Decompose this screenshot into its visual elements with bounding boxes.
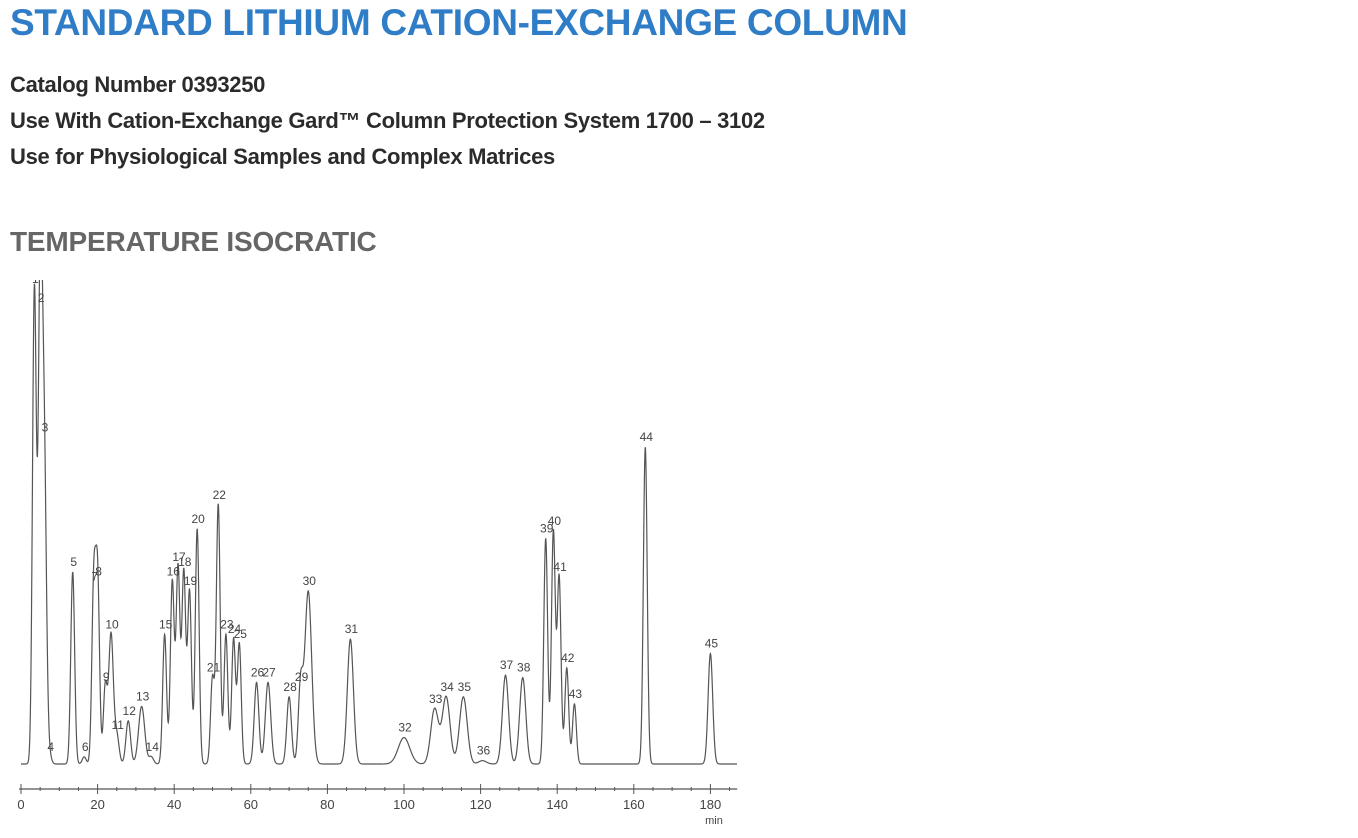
peak-label: 11	[112, 718, 125, 732]
peak-label: 10	[105, 617, 119, 631]
peak-label: 32	[398, 721, 412, 735]
peak-labels: 1234567891011121314151617181920212223242…	[32, 280, 718, 758]
peak-label: 14	[146, 740, 160, 754]
x-tick-label: 140	[546, 797, 568, 812]
x-tick-label: 80	[320, 797, 334, 812]
peak-label: 2	[38, 291, 45, 305]
peak-label: 27	[262, 665, 276, 679]
x-tick-label: 120	[470, 797, 492, 812]
x-tick-label: 40	[167, 797, 181, 812]
peak-label: 30	[303, 574, 317, 588]
peak-label: 33	[429, 692, 443, 706]
peak-label: 24	[228, 622, 242, 636]
peak-label: 5	[70, 555, 77, 569]
page-title: STANDARD LITHIUM CATION-EXCHANGE COLUMN	[10, 2, 908, 43]
x-axis-label: min	[705, 815, 723, 827]
peak-label: 38	[517, 661, 531, 675]
peak-label: 42	[561, 651, 575, 665]
peak-label: 4	[47, 740, 54, 754]
peak-label: 19	[184, 574, 198, 588]
peak-label: 20	[192, 512, 206, 526]
peak-label: 16	[167, 565, 181, 579]
peak-label: 45	[705, 637, 719, 651]
x-tick-label: 160	[623, 797, 645, 812]
peak-label: 6	[82, 740, 89, 754]
peak-label: 40	[548, 514, 562, 528]
peak-label: 25	[234, 627, 248, 641]
peak-label: 22	[213, 488, 227, 502]
peak-label: 36	[477, 744, 491, 758]
use-with-text: Use With Cation-Exchange Gard™ Column Pr…	[10, 108, 765, 133]
peak-label: 43	[569, 687, 583, 701]
peak-label: 9	[103, 670, 110, 684]
peak-label: 31	[345, 622, 359, 636]
x-tick-label: 60	[244, 797, 258, 812]
x-tick-label: 180	[700, 797, 722, 812]
peak-label: 1	[32, 280, 39, 286]
section-title: TEMPERATURE ISOCRATIC	[10, 226, 377, 257]
peak-label: 29	[295, 670, 309, 684]
x-tick-label: 100	[393, 797, 415, 812]
peak-label: 13	[136, 689, 150, 703]
peak-label: 17	[172, 550, 186, 564]
peak-label: 35	[458, 680, 472, 694]
peak-label: 44	[640, 430, 654, 444]
catalog-number: Catalog Number 0393250	[10, 72, 266, 97]
chromatogram-trace	[21, 280, 738, 765]
use-for-text: Use for Physiological Samples and Comple…	[10, 144, 555, 169]
x-tick-label: 20	[90, 797, 104, 812]
peak-label: 26	[251, 665, 265, 679]
peak-label: 7	[91, 569, 98, 583]
peak-label: 12	[123, 704, 137, 718]
peak-label: 28	[283, 680, 297, 694]
peak-label: 18	[178, 555, 192, 569]
peak-label: 39	[540, 521, 554, 535]
peak-label: 37	[500, 658, 514, 672]
peak-label: 3	[42, 421, 49, 435]
x-tick-label: 0	[17, 797, 24, 812]
peak-label: 23	[220, 617, 234, 631]
peak-label: 34	[440, 680, 454, 694]
peak-label: 15	[159, 617, 173, 631]
x-axis: 0 20 40 60 80 100 120 140 160 180 min	[17, 784, 738, 827]
peak-label: 8	[95, 565, 102, 579]
peak-label: 21	[207, 661, 221, 675]
peak-label: 41	[553, 560, 567, 574]
